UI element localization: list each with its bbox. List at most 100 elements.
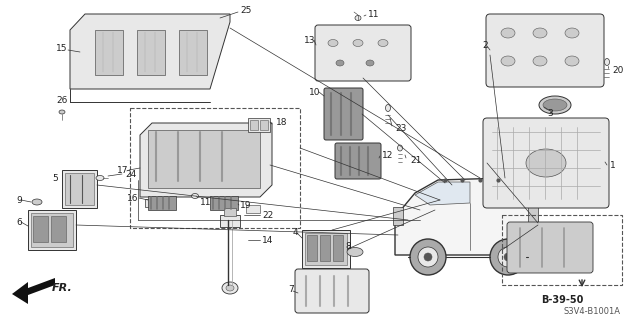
FancyBboxPatch shape — [315, 25, 411, 81]
Ellipse shape — [605, 59, 609, 66]
Text: 26: 26 — [56, 95, 67, 105]
Ellipse shape — [565, 28, 579, 38]
Text: 24: 24 — [125, 170, 136, 179]
Text: 18: 18 — [276, 117, 287, 126]
FancyBboxPatch shape — [295, 269, 369, 313]
Ellipse shape — [378, 39, 388, 46]
Circle shape — [418, 247, 438, 267]
Circle shape — [504, 253, 512, 261]
Bar — [307, 235, 317, 261]
Ellipse shape — [397, 145, 403, 151]
Polygon shape — [485, 180, 525, 205]
Ellipse shape — [32, 199, 42, 205]
FancyBboxPatch shape — [324, 88, 363, 140]
Ellipse shape — [526, 149, 566, 177]
Text: 13: 13 — [303, 36, 315, 44]
Ellipse shape — [501, 56, 515, 66]
Text: 19: 19 — [240, 201, 252, 210]
FancyBboxPatch shape — [486, 14, 604, 87]
Bar — [148, 196, 176, 210]
Text: 11: 11 — [200, 197, 211, 206]
Polygon shape — [395, 178, 538, 255]
Polygon shape — [70, 14, 230, 89]
Text: 15: 15 — [56, 44, 67, 52]
Bar — [65, 173, 94, 205]
Ellipse shape — [226, 285, 234, 291]
Text: 7: 7 — [288, 285, 294, 294]
Ellipse shape — [565, 56, 579, 66]
Text: 3: 3 — [547, 108, 553, 117]
Bar — [51, 216, 66, 242]
Bar — [220, 215, 240, 227]
Text: 22: 22 — [262, 211, 273, 220]
Text: 5: 5 — [52, 173, 58, 182]
Text: S3V4-B1001A: S3V4-B1001A — [563, 308, 620, 316]
Ellipse shape — [191, 194, 198, 198]
Bar — [148, 130, 260, 188]
Text: B-39-50: B-39-50 — [541, 295, 583, 305]
Text: 25: 25 — [240, 5, 252, 14]
Text: 9: 9 — [16, 196, 22, 204]
Ellipse shape — [96, 175, 104, 180]
Bar — [130, 108, 300, 228]
Bar — [302, 230, 350, 268]
Polygon shape — [12, 282, 28, 304]
FancyBboxPatch shape — [335, 143, 381, 179]
Text: 2: 2 — [483, 41, 488, 50]
Bar — [224, 208, 236, 216]
Text: 6: 6 — [16, 218, 22, 227]
Bar — [248, 118, 270, 132]
Ellipse shape — [328, 39, 338, 46]
Bar — [62, 170, 97, 208]
Text: 8: 8 — [345, 242, 351, 251]
Polygon shape — [20, 278, 55, 298]
Text: 1: 1 — [610, 161, 616, 170]
Bar — [33, 216, 48, 242]
Ellipse shape — [353, 39, 363, 46]
Bar — [528, 207, 538, 225]
Text: 17: 17 — [116, 165, 128, 174]
Ellipse shape — [501, 28, 515, 38]
Bar — [333, 235, 343, 261]
Bar — [305, 233, 347, 265]
Ellipse shape — [336, 60, 344, 66]
Bar — [179, 30, 207, 75]
Bar — [31, 213, 73, 247]
Bar — [210, 196, 238, 210]
Ellipse shape — [366, 60, 374, 66]
Ellipse shape — [385, 105, 390, 111]
Circle shape — [498, 247, 518, 267]
Text: 23: 23 — [395, 124, 406, 132]
Bar — [250, 120, 258, 130]
Ellipse shape — [347, 247, 363, 257]
Bar — [502, 215, 622, 285]
Polygon shape — [140, 123, 272, 197]
Bar — [137, 30, 165, 75]
FancyBboxPatch shape — [507, 222, 593, 273]
Bar — [95, 30, 123, 75]
Bar — [260, 120, 268, 130]
Text: 11: 11 — [368, 10, 380, 19]
Ellipse shape — [59, 110, 65, 114]
Text: 16: 16 — [127, 194, 138, 203]
Circle shape — [490, 239, 526, 275]
Bar — [393, 207, 403, 225]
Text: 4: 4 — [292, 228, 298, 236]
Ellipse shape — [543, 99, 567, 111]
Text: 12: 12 — [382, 150, 394, 159]
Circle shape — [410, 239, 446, 275]
Bar — [145, 199, 175, 207]
Ellipse shape — [533, 28, 547, 38]
Bar — [246, 205, 260, 213]
Bar — [28, 210, 76, 250]
Ellipse shape — [539, 96, 571, 114]
Circle shape — [424, 253, 432, 261]
Text: FR.: FR. — [52, 283, 73, 293]
FancyBboxPatch shape — [483, 118, 609, 208]
Text: 14: 14 — [262, 236, 273, 244]
Ellipse shape — [355, 15, 361, 20]
Text: 21: 21 — [410, 156, 421, 164]
Polygon shape — [415, 182, 470, 205]
Text: 20: 20 — [612, 66, 623, 75]
Text: 10: 10 — [308, 87, 320, 97]
